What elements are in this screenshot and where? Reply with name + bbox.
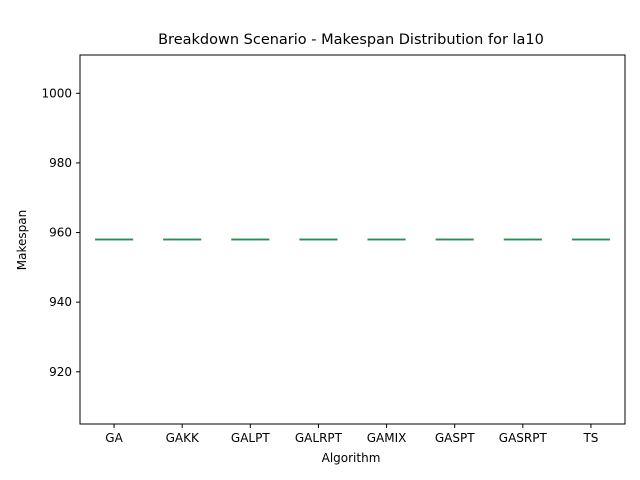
box-gasrpt bbox=[503, 238, 542, 241]
chart-title: Breakdown Scenario - Makespan Distributi… bbox=[158, 32, 544, 48]
x-tick-label: GALRPT bbox=[295, 431, 343, 445]
plot-frame bbox=[79, 54, 626, 425]
y-tick-label: 920 bbox=[49, 365, 72, 379]
x-tick-label: GASPT bbox=[435, 431, 475, 445]
box-gamix bbox=[367, 238, 406, 241]
y-axis: 920 940 960 980 1000 bbox=[41, 86, 80, 379]
box-ts bbox=[571, 238, 611, 241]
y-tick-label: 960 bbox=[49, 226, 72, 240]
x-tick-label: GAKK bbox=[166, 431, 200, 445]
box-gaspt bbox=[435, 238, 474, 241]
x-tick-label: TS bbox=[582, 431, 598, 445]
y-tick-label: 1000 bbox=[41, 86, 72, 100]
plot-area bbox=[79, 54, 626, 425]
box-galpt bbox=[231, 238, 270, 241]
box-ga bbox=[94, 238, 134, 241]
x-tick-label: GAMIX bbox=[367, 431, 407, 445]
x-tick-label: GA bbox=[105, 431, 123, 445]
y-tick-label: 940 bbox=[49, 295, 72, 309]
box-series bbox=[94, 238, 611, 241]
y-tick-label: 980 bbox=[49, 156, 72, 170]
x-axis-label: Algorithm bbox=[322, 451, 381, 465]
x-tick-label: GASRPT bbox=[499, 431, 548, 445]
y-axis-label: Makespan bbox=[15, 210, 29, 270]
x-tick-label: GALPT bbox=[231, 431, 270, 445]
x-axis: GA GAKK GALPT GALRPT GAMIX GASPT GASRPT TS bbox=[105, 424, 598, 445]
box-galrpt bbox=[299, 238, 338, 241]
box-gakk bbox=[163, 238, 202, 241]
